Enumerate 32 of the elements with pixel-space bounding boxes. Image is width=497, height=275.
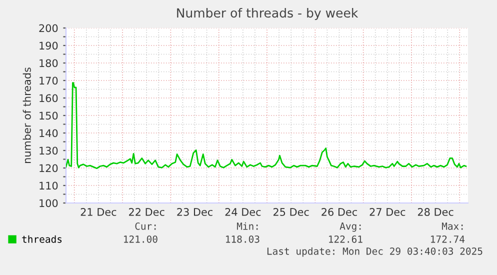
y-tick-label: 170 [40,76,58,85]
text: 122.61 [329,235,362,243]
x-tick-label: 23 Dec [177,208,212,216]
y-tick-label: 100 [40,199,58,208]
text: Max: [442,222,463,230]
x-tick-label: 28 Dec [418,208,454,216]
text: 121.00 [124,235,158,243]
chart-title: Number of threads - by week [177,8,358,20]
y-axis-title: number of threads [22,68,31,163]
x-tick-label: 25 Dec [273,208,309,216]
text: Min: [236,222,258,230]
x-tick-label: 24 Dec [225,208,261,216]
x-tick-label: 21 Dec [80,208,116,216]
y-tick-label: 120 [40,164,58,172]
text: 172.74 [431,235,465,243]
text: 118.03 [226,235,260,243]
text: Last update: Mon Dec 29 03:40:03 2025 [267,247,482,257]
y-tick-label: 140 [40,129,58,138]
y-tick-label: 150 [40,112,58,120]
y-tick-label: 180 [40,59,58,68]
y-tick-label: 160 [40,94,58,102]
y-tick-label: 200 [39,24,58,32]
x-tick-label: 27 Dec [370,208,406,216]
text: Avg: [340,222,361,232]
line-series [66,82,467,170]
text: Cur: [135,222,156,230]
legend-label: threads [22,235,62,243]
x-tick-label: 22 Dec [129,208,164,216]
x-tick-label: 26 Dec [322,208,357,216]
y-tick-label: 130 [40,146,58,155]
y-tick-label: 110 [40,182,58,190]
y-tick-label: 190 [40,42,58,50]
